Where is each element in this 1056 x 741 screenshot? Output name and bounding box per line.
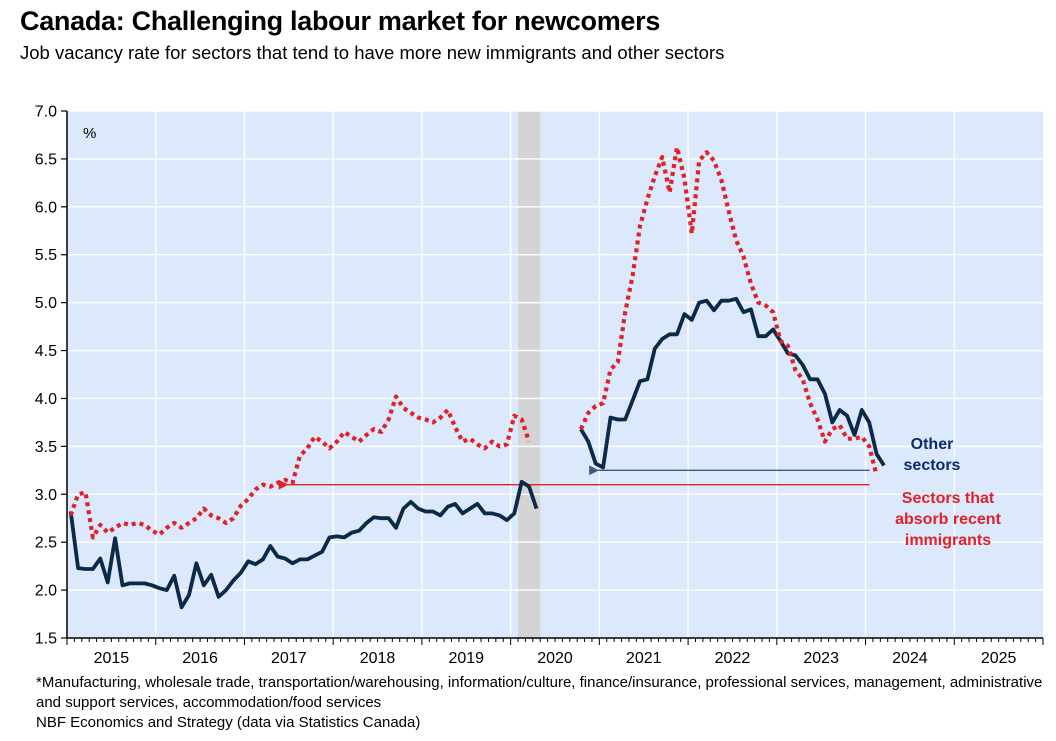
x-tick-label: 2025: [981, 650, 1017, 667]
x-tick-label: 2024: [892, 650, 928, 667]
series-line-immigrant-sectors: [578, 145, 879, 476]
annotation-line: sectors: [904, 457, 961, 474]
x-tick-label: 2022: [715, 650, 751, 667]
y-tick-label: 5.5: [35, 247, 57, 264]
footnote-sector-definition: *Manufacturing, wholesale trade, transpo…: [36, 674, 1043, 711]
axes: 1.5 2.0 2.5 3.0 3.5 4.0 4.5 5.0 5.5 6.0 6.5 7.0 2015…: [35, 104, 1044, 667]
recession-shading: [518, 111, 541, 638]
series-line-other-sectors: [68, 479, 539, 610]
y-tick-label: 6.0: [35, 199, 57, 216]
series-lines: [68, 145, 886, 610]
y-tick-label: 1.5: [35, 631, 57, 648]
y-tick-label: 2.0: [35, 583, 57, 600]
y-tick-label: 2.5: [35, 535, 57, 552]
source-note: NBF Economics and Strategy (data via Sta…: [36, 714, 421, 731]
annotation-line: absorb recent: [895, 511, 1001, 528]
y-tick-label: 5.0: [35, 295, 57, 312]
unit-label: %: [83, 125, 96, 142]
y-tick-label: 4.0: [35, 391, 57, 408]
gridlines: [67, 110, 1043, 638]
x-tick-label: 2020: [537, 650, 573, 667]
x-tick-label: 2017: [271, 650, 307, 667]
x-tick-label: 2018: [360, 650, 396, 667]
x-tick-label: 2021: [626, 650, 662, 667]
x-tick-label: 2019: [448, 650, 484, 667]
annotation-other-sectors: Other sectors: [904, 436, 961, 474]
y-tick-label: 7.0: [35, 104, 57, 121]
annotation-line: Sectors that: [902, 490, 995, 507]
plot-area: [67, 111, 1043, 638]
annotation-line: immigrants: [905, 532, 991, 549]
y-tick-label: 4.5: [35, 343, 57, 360]
y-tick-label: 3.5: [35, 439, 57, 456]
reference-arrows: [278, 465, 870, 490]
x-tick-label: 2023: [803, 650, 839, 667]
series-line-immigrant-sectors: [68, 394, 532, 540]
annotation-immigrant-sectors: Sectors that absorb recent immigrants: [895, 490, 1001, 549]
x-tick-label: 2016: [182, 650, 218, 667]
chart-subtitle: Job vacancy rate for sectors that tend t…: [20, 42, 725, 63]
y-tick-label: 3.0: [35, 487, 57, 504]
annotation-line: Other: [911, 436, 954, 453]
y-tick-label: 6.5: [35, 151, 57, 168]
chart-title: Canada: Challenging labour market for ne…: [20, 6, 661, 36]
series-line-other-sectors: [579, 296, 886, 470]
x-tick-label: 2015: [94, 650, 130, 667]
